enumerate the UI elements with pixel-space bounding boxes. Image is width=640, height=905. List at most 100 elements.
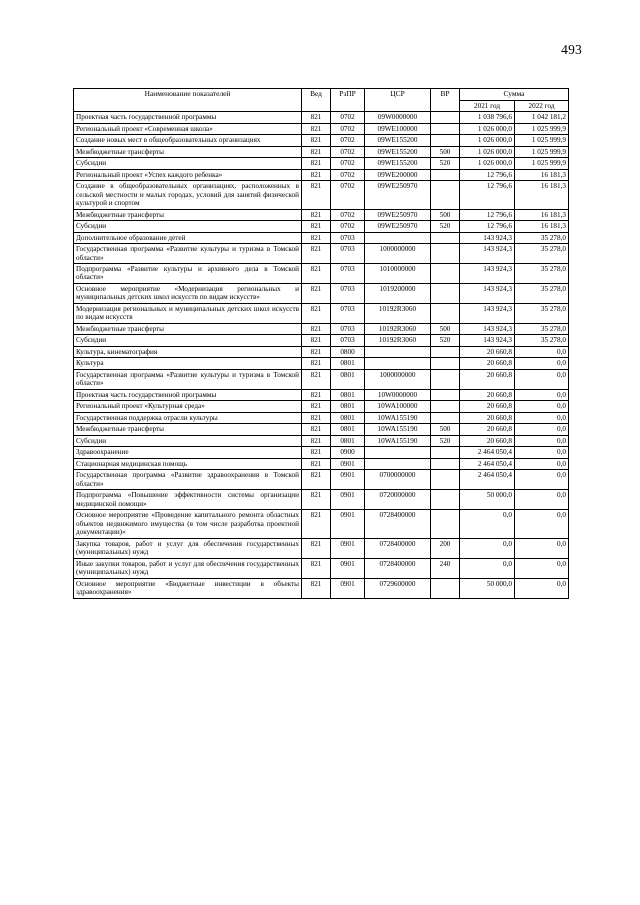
cell-ved: 821	[301, 334, 331, 347]
cell-name: Государственная поддержка отрасли культу…	[73, 411, 302, 425]
table-row: Межбюджетные трансферты 821 0703 10192R3060…	[73, 322, 569, 336]
table-row: Здравоохранение 821 0900 2 464 050,4 0,0	[73, 446, 569, 459]
cell-sum-2021: 2 464 050,4	[459, 457, 515, 471]
cell-name: Модернизация региональных и муниципальны…	[73, 302, 302, 324]
cell-sum-2021: 20 660,8	[459, 357, 515, 370]
cell-sum-2022: 35 278,0	[514, 282, 569, 304]
table-row: Иные закупки товаров, работ и услуг для …	[73, 557, 569, 579]
cell-sum-2021: 143 924,3	[459, 334, 515, 347]
cell-rzpr: 0702	[330, 220, 365, 233]
cell-name: Проектная часть государственной программ…	[73, 388, 302, 402]
cell-name: Культура	[73, 357, 302, 370]
cell-csr: 0700000000	[364, 469, 431, 491]
cell-csr: 10192R3060	[364, 302, 431, 324]
cell-sum-2021: 1 026 000,0	[459, 157, 515, 170]
cell-name: Государственная программа «Развитие куль…	[73, 368, 302, 390]
table-row: Подпрограмма «Повышение эффективности си…	[73, 489, 569, 511]
cell-ved: 821	[301, 243, 331, 264]
table-row: Проектная часть государственной программ…	[73, 388, 569, 402]
cell-rzpr: 0703	[330, 282, 365, 304]
cell-rzpr: 0801	[330, 400, 365, 413]
cell-vr	[430, 111, 460, 124]
cell-vr	[430, 282, 460, 304]
cell-ved: 821	[301, 122, 331, 136]
cell-rzpr: 0702	[330, 111, 365, 124]
column-header-sum: Сумма	[459, 88, 569, 101]
cell-vr	[430, 122, 460, 136]
cell-ved: 821	[301, 231, 331, 245]
table-row: Модернизация региональных и муниципальны…	[73, 302, 569, 324]
cell-sum-2022: 0,0	[514, 411, 569, 425]
cell-sum-2022: 0,0	[514, 423, 569, 436]
table-row: Основное мероприятие «Модернизация регио…	[73, 282, 569, 304]
cell-rzpr: 0703	[330, 231, 365, 245]
cell-name: Подпрограмма «Развитие культуры и архивн…	[73, 263, 302, 284]
cell-name: Региональный проект «Современная школа»	[73, 122, 302, 136]
header-row-2: 2021 год 2022 год	[74, 99, 569, 113]
cell-sum-2022: 0,0	[514, 469, 569, 491]
cell-csr: 10WA155190	[364, 434, 431, 448]
cell-csr: 1000000000	[364, 368, 431, 390]
cell-sum-2021: 20 660,8	[459, 411, 515, 425]
cell-sum-2021: 12 796,6	[459, 168, 515, 182]
cell-name: Культура, кинематография	[73, 345, 302, 359]
cell-sum-2022: 16 181,3	[514, 208, 569, 222]
cell-ved: 821	[301, 263, 331, 284]
cell-ved: 821	[301, 134, 331, 147]
cell-sum-2021: 143 924,3	[459, 243, 515, 264]
cell-sum-2022: 35 278,0	[514, 263, 569, 284]
cell-rzpr: 0703	[330, 322, 365, 336]
cell-sum-2021: 0,0	[459, 537, 515, 559]
cell-csr: 0728400000	[364, 557, 431, 579]
cell-sum-2021: 2 464 050,4	[459, 469, 515, 491]
table-row: Создание в общеобразовательных организац…	[73, 180, 569, 210]
cell-ved: 821	[301, 157, 331, 170]
cell-sum-2021: 20 660,8	[459, 388, 515, 402]
cell-ved: 821	[301, 168, 331, 182]
cell-sum-2021: 50 000,0	[459, 577, 515, 599]
budget-table-container: Наименование показателей Вед РзПР ЦСР ВР…	[73, 87, 569, 599]
cell-vr: 500	[430, 208, 460, 222]
cell-rzpr: 0901	[330, 457, 365, 471]
cell-vr	[430, 446, 460, 459]
cell-vr: 500	[430, 145, 460, 159]
table-row: Региональный проект «Современная школа» 8…	[73, 122, 569, 136]
cell-rzpr: 0801	[330, 411, 365, 425]
cell-sum-2021: 50 000,0	[459, 489, 515, 511]
cell-csr: 10WA100000	[364, 400, 431, 413]
cell-rzpr: 0801	[330, 368, 365, 390]
cell-sum-2022: 35 278,0	[514, 243, 569, 264]
cell-csr: 1019200000	[364, 282, 431, 304]
cell-name: Межбюджетные трансферты	[73, 322, 302, 336]
cell-rzpr: 0901	[330, 557, 365, 579]
cell-rzpr: 0702	[330, 134, 365, 147]
column-header-csr: ЦСР	[364, 87, 431, 113]
cell-ved: 821	[301, 577, 331, 599]
cell-sum-2021: 0,0	[459, 509, 515, 539]
budget-table: Наименование показателей Вед РзПР ЦСР ВР…	[73, 87, 569, 599]
cell-vr	[430, 263, 460, 284]
cell-csr	[364, 231, 431, 245]
cell-ved: 821	[301, 220, 331, 233]
cell-rzpr: 0901	[330, 469, 365, 491]
cell-csr: 09W0000000	[364, 111, 431, 124]
cell-sum-2022: 16 181,3	[514, 220, 569, 233]
cell-vr	[430, 411, 460, 425]
table-header: Наименование показателей Вед РзПР ЦСР ВР…	[73, 87, 569, 113]
cell-sum-2021: 143 924,3	[459, 231, 515, 245]
cell-csr: 0728400000	[364, 537, 431, 559]
cell-name: Региональный проект «Культурная среда»	[73, 400, 302, 413]
cell-sum-2022: 0,0	[514, 577, 569, 599]
cell-csr: 1000000000	[364, 243, 431, 264]
table-row: Государственная программа «Развитие куль…	[73, 368, 569, 390]
cell-rzpr: 0702	[330, 157, 365, 170]
cell-sum-2021: 12 796,6	[459, 208, 515, 222]
cell-sum-2021: 143 924,3	[459, 282, 515, 304]
cell-csr	[364, 345, 431, 359]
cell-name: Создание новых мест в общеобразовательны…	[73, 134, 302, 147]
cell-sum-2022: 0,0	[514, 509, 569, 539]
table-row: Межбюджетные трансферты 821 0702 09WE155200…	[73, 145, 569, 159]
table-row: Основное мероприятие «Бюджетные инвестиц…	[73, 577, 569, 599]
table-row: Подпрограмма «Развитие культуры и архивн…	[73, 263, 569, 284]
cell-rzpr: 0702	[330, 180, 365, 210]
